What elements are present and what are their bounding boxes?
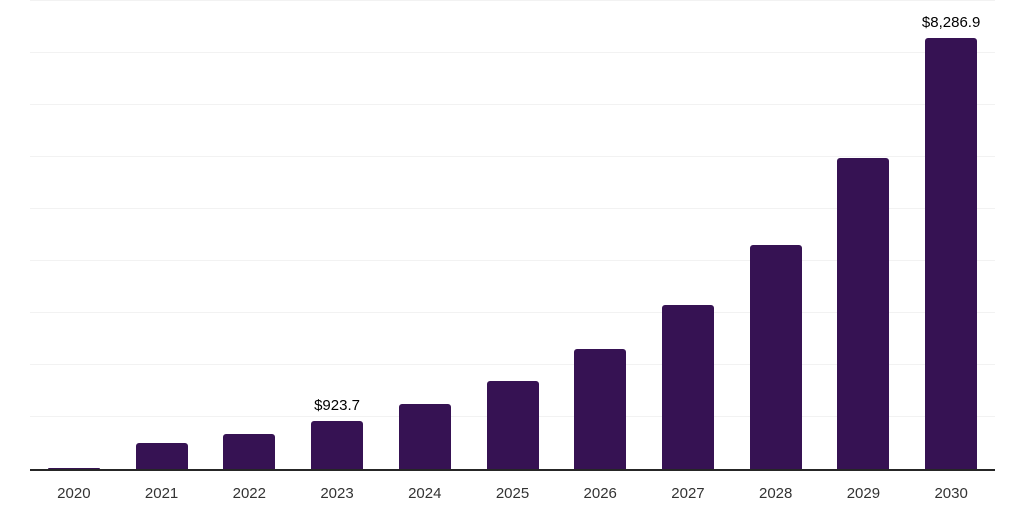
bar-2024 xyxy=(398,403,451,469)
bar-value-label-2023: $923.7 xyxy=(314,396,360,414)
bar-2023 xyxy=(311,420,364,469)
bar-2030 xyxy=(925,38,978,469)
gridline xyxy=(30,156,995,158)
x-tick-2020: 2020 xyxy=(57,485,91,502)
x-axis-labels: 2020 2021 2022 2023 2024 2025 2026 2027 2028 2029… xyxy=(30,485,995,505)
bar-2028 xyxy=(749,244,802,469)
bar-2020 xyxy=(47,467,100,469)
bar-2025 xyxy=(486,380,539,469)
gridline xyxy=(30,0,995,2)
gridline xyxy=(30,52,995,54)
x-tick-2026: 2026 xyxy=(583,485,617,502)
x-tick-2028: 2028 xyxy=(758,485,793,502)
bar-2026 xyxy=(574,348,627,469)
gridline xyxy=(30,104,995,106)
bar-value-label-2030: $8,286.9 xyxy=(921,14,981,32)
plot-area: $923.7 $8,286.9 xyxy=(30,0,995,471)
x-tick-2027: 2027 xyxy=(671,485,705,502)
x-tick-2029: 2029 xyxy=(846,485,881,502)
bar-2021 xyxy=(135,443,188,469)
x-tick-2023: 2023 xyxy=(320,485,354,502)
x-tick-2025: 2025 xyxy=(495,485,530,502)
gridline xyxy=(30,260,995,262)
gridline xyxy=(30,312,995,314)
x-tick-2022: 2022 xyxy=(232,485,266,502)
gridline xyxy=(30,208,995,210)
x-tick-2021: 2021 xyxy=(144,485,179,502)
bar-2029 xyxy=(837,157,890,469)
x-tick-2030: 2030 xyxy=(934,485,968,502)
gridline xyxy=(30,364,995,366)
bar-2027 xyxy=(661,304,714,469)
bar-2022 xyxy=(223,433,276,469)
x-tick-2024: 2024 xyxy=(408,485,442,502)
